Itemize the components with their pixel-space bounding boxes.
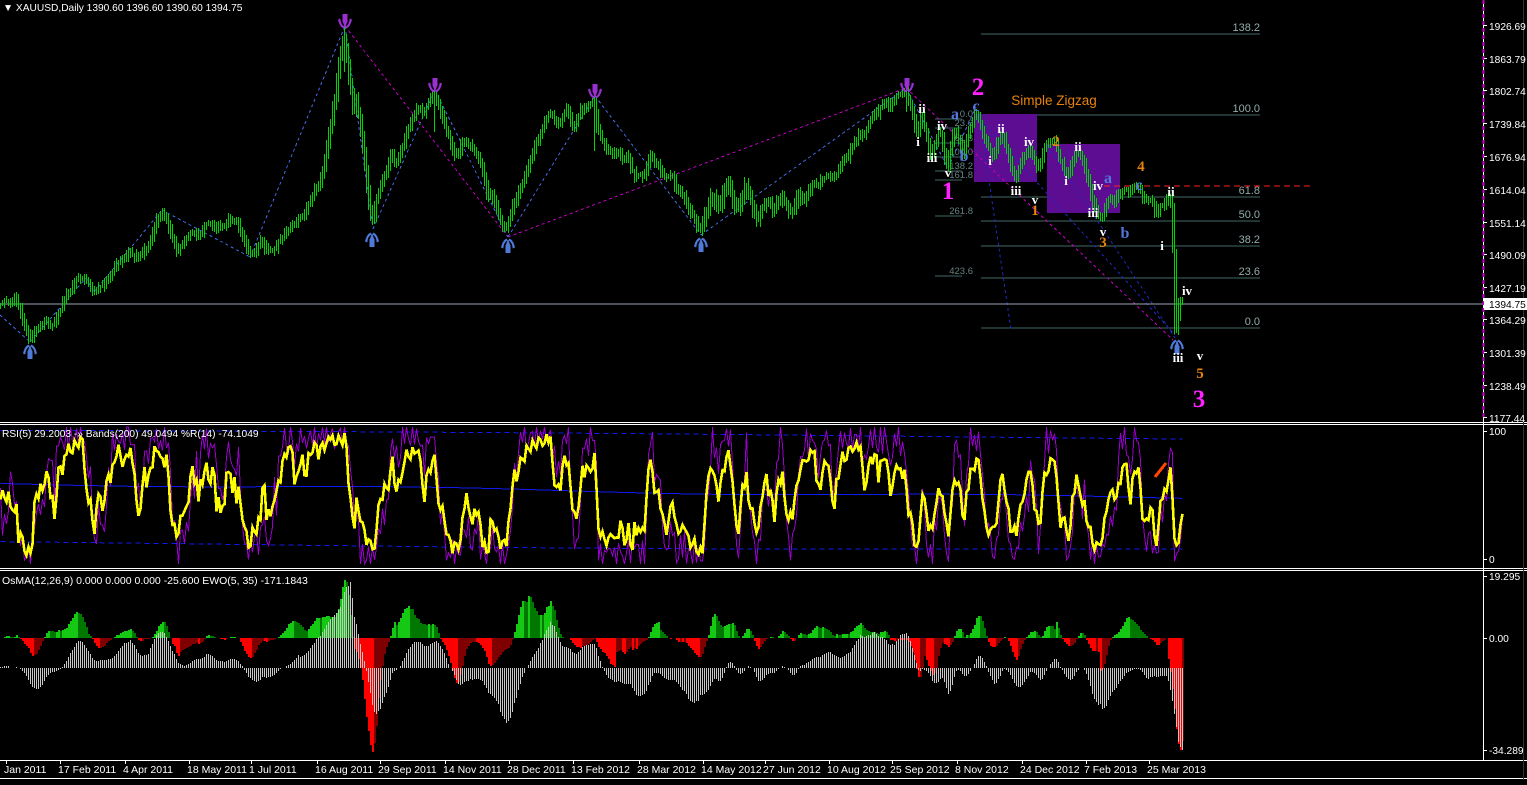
svg-text:iii: iii — [927, 150, 938, 165]
svg-text:3: 3 — [1193, 386, 1206, 413]
svg-text:8 Nov 2012: 8 Nov 2012 — [955, 764, 1009, 776]
svg-text:RSI(5) 29.2003 -» Bands(200): RSI(5) 29.2003 -» Bands(200) 49.0494 %R(… — [2, 429, 259, 440]
svg-text:100.0: 100.0 — [949, 147, 973, 158]
svg-text:27 Jun 2012: 27 Jun 2012 — [763, 764, 821, 776]
svg-text:-34.289: -34.289 — [1489, 746, 1524, 757]
svg-text:161.8: 161.8 — [949, 170, 973, 181]
svg-text:1802.74: 1802.74 — [1489, 87, 1526, 98]
svg-text:14 Nov 2011: 14 Nov 2011 — [443, 764, 502, 776]
svg-text:Simple Zigzag: Simple Zigzag — [1011, 93, 1097, 108]
svg-text:iv: iv — [1182, 283, 1193, 298]
svg-text:14 May 2012: 14 May 2012 — [701, 764, 762, 776]
svg-text:138.2: 138.2 — [949, 161, 973, 172]
svg-text:423.6: 423.6 — [949, 266, 973, 277]
svg-text:1364.29: 1364.29 — [1489, 316, 1526, 327]
svg-text:a: a — [1104, 170, 1112, 187]
svg-text:61.8: 61.8 — [1239, 185, 1260, 197]
svg-text:0: 0 — [1489, 555, 1495, 566]
svg-text:4: 4 — [1137, 159, 1145, 175]
svg-text:1863.79: 1863.79 — [1489, 55, 1526, 66]
svg-text:a: a — [951, 106, 959, 123]
svg-text:1394.75: 1394.75 — [1489, 300, 1526, 311]
svg-text:16 Aug 2011: 16 Aug 2011 — [315, 764, 373, 776]
svg-text:i: i — [1064, 173, 1068, 188]
svg-text:38.2: 38.2 — [1239, 234, 1260, 246]
svg-text:v: v — [1032, 192, 1039, 207]
svg-text:v: v — [1100, 224, 1107, 239]
svg-text:61.8: 61.8 — [955, 133, 974, 144]
svg-text:2: 2 — [972, 74, 985, 101]
svg-text:OsMA(12,26,9) 0.000 0.000 0.00: OsMA(12,26,9) 0.000 0.000 0.000 -25.600 … — [2, 575, 308, 587]
svg-text:1926.69: 1926.69 — [1489, 22, 1526, 33]
svg-text:4 Apr 2011: 4 Apr 2011 — [123, 764, 173, 776]
svg-text:100.0: 100.0 — [1232, 103, 1260, 115]
svg-text:138.2: 138.2 — [1232, 22, 1260, 34]
svg-text:1614.04: 1614.04 — [1489, 186, 1526, 197]
svg-text:▼ XAUUSD,Daily 1390.60 1396.6: ▼ XAUUSD,Daily 1390.60 1396.60 1390.60 1… — [3, 3, 243, 14]
svg-text:17 Feb 2011: 17 Feb 2011 — [58, 764, 116, 776]
svg-text:0.00: 0.00 — [1489, 634, 1509, 645]
svg-text:i: i — [916, 134, 920, 149]
svg-text:5: 5 — [1196, 366, 1204, 382]
svg-text:iii: iii — [1173, 350, 1184, 365]
svg-text:1301.39: 1301.39 — [1489, 349, 1526, 360]
svg-text:1 Jul 2011: 1 Jul 2011 — [249, 764, 297, 776]
svg-text:18 May 2011: 18 May 2011 — [187, 764, 247, 776]
svg-text:ii: ii — [997, 121, 1005, 136]
svg-text:0.0: 0.0 — [960, 109, 973, 120]
svg-text:1427.19: 1427.19 — [1489, 284, 1526, 295]
svg-text:25 Mar 2013: 25 Mar 2013 — [1147, 764, 1206, 776]
svg-text:29 Sep 2011: 29 Sep 2011 — [378, 764, 437, 776]
svg-text:1238.49: 1238.49 — [1489, 382, 1526, 393]
svg-text:2: 2 — [1052, 134, 1060, 150]
svg-text:25 Sep 2012: 25 Sep 2012 — [890, 764, 950, 776]
svg-text:1676.94: 1676.94 — [1489, 153, 1526, 164]
svg-text:1551.14: 1551.14 — [1489, 219, 1526, 230]
svg-text:0.0: 0.0 — [1245, 316, 1260, 328]
svg-text:3: 3 — [1099, 235, 1107, 251]
svg-text:28 Mar 2012: 28 Mar 2012 — [637, 764, 696, 776]
svg-text:iv: iv — [1093, 178, 1104, 193]
svg-text:i: i — [1160, 238, 1164, 253]
svg-text:v: v — [945, 165, 952, 180]
svg-text:c: c — [1135, 177, 1142, 194]
svg-text:23.6: 23.6 — [955, 118, 974, 129]
svg-text:ii: ii — [918, 101, 926, 116]
svg-text:ii: ii — [1167, 184, 1175, 199]
svg-text:v: v — [1197, 348, 1204, 363]
svg-text:1: 1 — [942, 178, 955, 205]
svg-text:1177.44: 1177.44 — [1489, 414, 1525, 425]
svg-text:10 Aug 2012: 10 Aug 2012 — [827, 764, 886, 776]
svg-text:23.6: 23.6 — [1239, 266, 1260, 278]
svg-text:1739.84: 1739.84 — [1489, 120, 1526, 131]
svg-text:7 Feb 2013: 7 Feb 2013 — [1084, 764, 1137, 776]
svg-text:50.0: 50.0 — [1239, 209, 1260, 221]
svg-text:b: b — [1121, 225, 1130, 242]
svg-text:iv: iv — [937, 118, 948, 133]
svg-text:24 Dec 2012: 24 Dec 2012 — [1020, 764, 1080, 776]
svg-text:1: 1 — [1031, 203, 1039, 219]
svg-text:Jan 2011: Jan 2011 — [4, 764, 47, 776]
svg-text:b: b — [960, 148, 969, 165]
svg-text:100: 100 — [1489, 427, 1506, 438]
svg-text:1490.09: 1490.09 — [1489, 251, 1526, 262]
svg-text:13 Feb 2012: 13 Feb 2012 — [571, 764, 630, 776]
svg-text:iii: iii — [1011, 183, 1022, 198]
svg-text:ii: ii — [1074, 139, 1082, 154]
svg-text:19.295: 19.295 — [1489, 572, 1520, 583]
svg-text:28 Dec 2011: 28 Dec 2011 — [507, 764, 566, 776]
svg-text:c: c — [972, 98, 979, 115]
svg-text:iv: iv — [1024, 134, 1035, 149]
svg-text:iii: iii — [1088, 205, 1099, 220]
svg-text:261.8: 261.8 — [949, 206, 973, 217]
svg-text:i: i — [988, 153, 992, 168]
